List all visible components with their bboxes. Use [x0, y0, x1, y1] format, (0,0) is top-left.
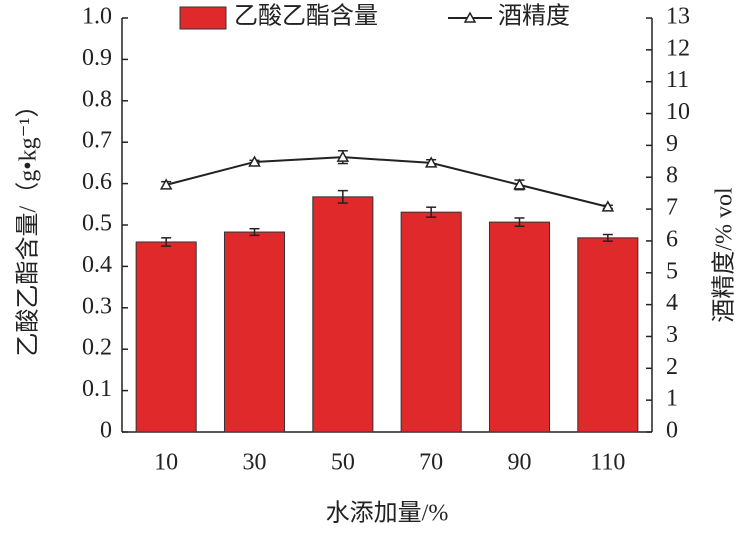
x-tick-label: 110 [590, 450, 625, 476]
line-marker [601, 200, 615, 212]
y-tick-label: 0 [100, 418, 112, 444]
y2-tick-label: 12 [666, 35, 690, 61]
y-axis-label: 乙酸乙酯含量/（g•kg⁻¹） [15, 94, 42, 357]
line-marker [248, 155, 261, 167]
y-tick-label: 0.3 [82, 293, 112, 319]
x-tick-label: 70 [419, 450, 443, 476]
bar [135, 241, 197, 433]
line-marker [513, 178, 526, 190]
x-tick-label: 90 [508, 450, 532, 476]
bar [223, 231, 286, 433]
legend-marker [463, 11, 477, 23]
y2-tick-label: 7 [666, 195, 678, 221]
y-tick-label: 0.9 [82, 45, 112, 71]
x-tick-label: 50 [331, 450, 355, 476]
y-tick-label: 0.5 [82, 211, 112, 237]
y2-tick-label: 0 [666, 418, 678, 444]
legend-label: 乙酸乙酯含量 [234, 3, 378, 30]
line [165, 156, 609, 208]
line-marker [336, 150, 350, 162]
y2-tick-label: 9 [666, 131, 678, 157]
y-tick-label: 0.2 [82, 335, 112, 361]
y2-tick-label: 1 [666, 386, 678, 412]
bar [577, 237, 639, 433]
y2-tick-label: 4 [666, 290, 678, 316]
y-tick-label: 0.4 [82, 252, 112, 278]
legend-label: 酒精度 [498, 3, 570, 30]
x-tick-label: 10 [154, 450, 178, 476]
x-tick-label: 30 [243, 450, 267, 476]
y-tick-label: 1.0 [82, 4, 112, 30]
y2-tick-label: 6 [666, 226, 678, 252]
bar [400, 211, 462, 433]
bar [312, 196, 374, 433]
line-marker [424, 156, 438, 168]
y2-tick-label: 2 [666, 354, 678, 380]
y2-tick-label: 3 [666, 322, 678, 348]
y-tick-label: 0.8 [82, 86, 112, 112]
y-tick-label: 0.7 [82, 128, 112, 154]
y2-tick-label: 5 [666, 258, 678, 284]
line-marker [159, 178, 173, 190]
y2-tick-label: 11 [666, 67, 689, 93]
y2-tick-label: 13 [666, 4, 690, 30]
x-axis-label: 水添加量/% [326, 500, 449, 527]
bar [488, 221, 551, 433]
y2-axis-label: 酒精度/% vol [711, 187, 738, 323]
y-tick-label: 0.6 [82, 169, 112, 195]
legend-swatch [179, 6, 227, 30]
y-tick-label: 0.1 [82, 376, 112, 402]
y2-tick-label: 8 [666, 163, 678, 189]
y2-tick-label: 10 [666, 99, 690, 125]
